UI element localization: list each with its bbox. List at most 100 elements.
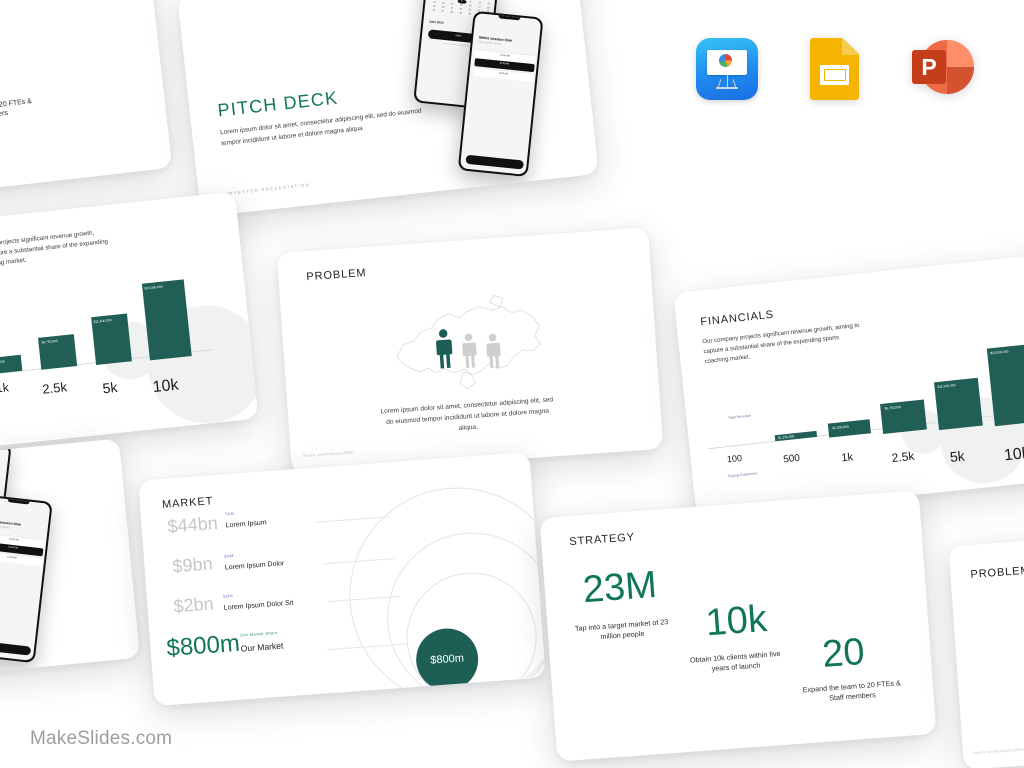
strategy-stat-caption-1: Tap into a target market of 23 million p…: [574, 617, 669, 641]
powerpoint-disc-light: [947, 40, 974, 67]
strategy-cropped-caption-20: Expand the team to 20 FTEs & Staff membe…: [0, 98, 33, 122]
phone-home-indicator: [442, 42, 470, 47]
slide-problem-cropped[interactable]: PROBLEM Source: Lorem Ipsum (2024): [948, 530, 1024, 768]
bar-value-label: $1,150,000: [777, 434, 795, 440]
problem-source: Source: Lorem Ipsum (2024): [302, 450, 354, 458]
pitch-deck-footer: INVESTOR PRESENTATION: [226, 182, 311, 197]
y-axis-label: Total Revenue: [722, 413, 756, 421]
x-axis-label: Paying Customers: [723, 471, 763, 480]
region-map-outline: [396, 294, 541, 390]
slide-strategy-cropped[interactable]: k s within nch 20 Expand the team to 20 …: [0, 0, 173, 200]
phone-time-title: Select session time: [0, 519, 22, 527]
microsoft-powerpoint-icon[interactable]: P: [912, 38, 974, 100]
keynote-stem: [726, 75, 729, 88]
slide-strategy[interactable]: STRATEGY 23M Tap into a target market of…: [539, 490, 937, 762]
phone-notch: [497, 14, 521, 21]
tick-5k: 5k: [101, 378, 119, 397]
market-label-som: Lorem Ipsum Dolor Sit: [223, 599, 294, 612]
problem-title: PROBLEM: [306, 267, 367, 284]
slide-page-marker: ·: [651, 436, 653, 442]
market-label-our: Our Market: [240, 640, 284, 654]
google-slides-icon[interactable]: [804, 38, 866, 100]
bar-value-label: $23,000,000: [144, 284, 163, 291]
slide-pitch-deck[interactable]: PITCH DECK Lorem ipsum dolor sit amet, c…: [177, 0, 599, 217]
slides-inner-frame: [820, 65, 849, 85]
person-icon-highlighted: [436, 329, 453, 369]
tick-5k: 5k: [949, 447, 966, 466]
market-amount-our: $800m: [165, 629, 241, 662]
bar-2-5k: $5,750,000: [879, 399, 927, 434]
strategy-stat-value-1: 23M: [581, 563, 659, 612]
bar-value-label: $5,750,000: [884, 404, 902, 411]
phone-notch: [7, 498, 30, 505]
site-watermark: MakeSlides.com: [30, 728, 173, 749]
y-axis-label-text: Total Revenue: [727, 413, 752, 421]
slide-financials[interactable]: FINANCIALS Our company projects signific…: [673, 252, 1024, 518]
phone-time-option-label: 11:00 AM: [498, 72, 509, 76]
slide-phone-mockups-cropped[interactable]: Select start session date Track your pro…: [0, 438, 140, 682]
market-label-sam: Lorem Ipsum Dolor: [224, 560, 285, 572]
market-amount-tam: $44bn: [166, 512, 219, 537]
strategy-stat-caption-3: Expand the team to 20 FTEs & Staff membe…: [802, 678, 902, 703]
person-icon-muted: [486, 333, 501, 369]
phone-mockup-time: Select session time Pick a duration of h…: [0, 494, 53, 664]
market-tag-som: SOM: [222, 594, 234, 599]
keynote-pie-chart: [719, 54, 732, 67]
strategy-stat-value-3: 20: [820, 630, 867, 676]
compatible-app-icons: P: [696, 38, 974, 100]
phone-time-next-button[interactable]: [464, 155, 524, 170]
strategy-stat-value-2: 10k: [704, 597, 769, 645]
market-amount-som: $2bn: [172, 593, 215, 617]
bar-value-label: $2,300,000: [832, 424, 849, 431]
phone-month-june: June 2024: [428, 18, 444, 25]
problem-body: Lorem ipsum dolor sit amet, consectetur …: [380, 396, 554, 433]
bar-1k: $2,300,000: [827, 419, 871, 438]
keynote-base: [716, 87, 738, 89]
tick-10k: 10k: [151, 376, 180, 397]
person-icon-muted: [462, 333, 477, 369]
bar-2-5k: $5,750,000: [37, 334, 78, 370]
tick-500: 500: [782, 452, 801, 466]
market-amount-sam: $9bn: [171, 553, 214, 577]
market-label-tam: Lorem Ipsum: [225, 519, 267, 530]
bar-5k: $11,500,000: [91, 313, 132, 365]
bar-value-label: $2,300,000: [0, 359, 6, 366]
market-title: MARKET: [161, 495, 214, 511]
bar-10k: $23,000,000: [141, 279, 192, 361]
bar-value-label: $23,000,000: [990, 349, 1009, 356]
tick-2-5k: 2.5k: [890, 448, 916, 466]
slide-page-marker: ·: [245, 406, 248, 412]
tick-1k: 1k: [840, 451, 854, 465]
slide-market[interactable]: MARKET $800m $44bn TAM Lorem Ipsum $9bn …: [138, 451, 546, 707]
phone-time-next-button[interactable]: [0, 640, 31, 656]
phone-time-subtitle: Pick a duration of hour: [478, 40, 502, 46]
bar-500: $1,150,000: [774, 430, 818, 442]
bar-value-label: $5,750,000: [41, 338, 59, 345]
slide-page-marker: ·: [161, 157, 164, 163]
tick-100: 100: [726, 452, 743, 465]
phone-mockup-time: Select session time Pick a duration of h…: [457, 10, 544, 178]
problem-cropped-source: Source: Lorem Ipsum (2024): [972, 747, 1024, 756]
powerpoint-p-tile: P: [912, 50, 946, 84]
financials-title: FINANCIALS: [699, 308, 775, 329]
apple-keynote-icon[interactable]: [696, 38, 758, 100]
bar-value-label: $11,500,000: [937, 383, 956, 389]
slide-page-marker: ·: [533, 665, 536, 671]
slide-page-marker: ·: [924, 721, 926, 727]
problem-cropped-title: PROBLEM: [970, 564, 1024, 581]
financials-cropped-body: Our company projects significant revenue…: [0, 229, 109, 271]
slide-problem[interactable]: PROBLEM Lorem ipsum dolor sit amet, cons…: [276, 227, 664, 475]
bar-5k: $11,500,000: [934, 377, 983, 431]
phone-time-option-label: 10:00 AM: [8, 538, 19, 542]
x-axis-label-text: Paying Customers: [727, 471, 758, 479]
strategy-stat-caption-2: Obtain 10k clients within five years of …: [689, 648, 781, 673]
tick-2-5k: 2.5k: [41, 379, 68, 397]
slide-financials-cropped[interactable]: Our company projects significant revenue…: [0, 191, 259, 469]
phone-time-subtitle: Pick a duration of hour: [0, 525, 11, 530]
powerpoint-p-glyph: P: [921, 53, 937, 80]
bar-value-label: $11,500,000: [93, 318, 112, 324]
market-tag-our: 10% Market Share: [239, 630, 278, 638]
powerpoint-disc-dark: [947, 67, 974, 94]
tick-10k: 10k: [1003, 444, 1024, 465]
